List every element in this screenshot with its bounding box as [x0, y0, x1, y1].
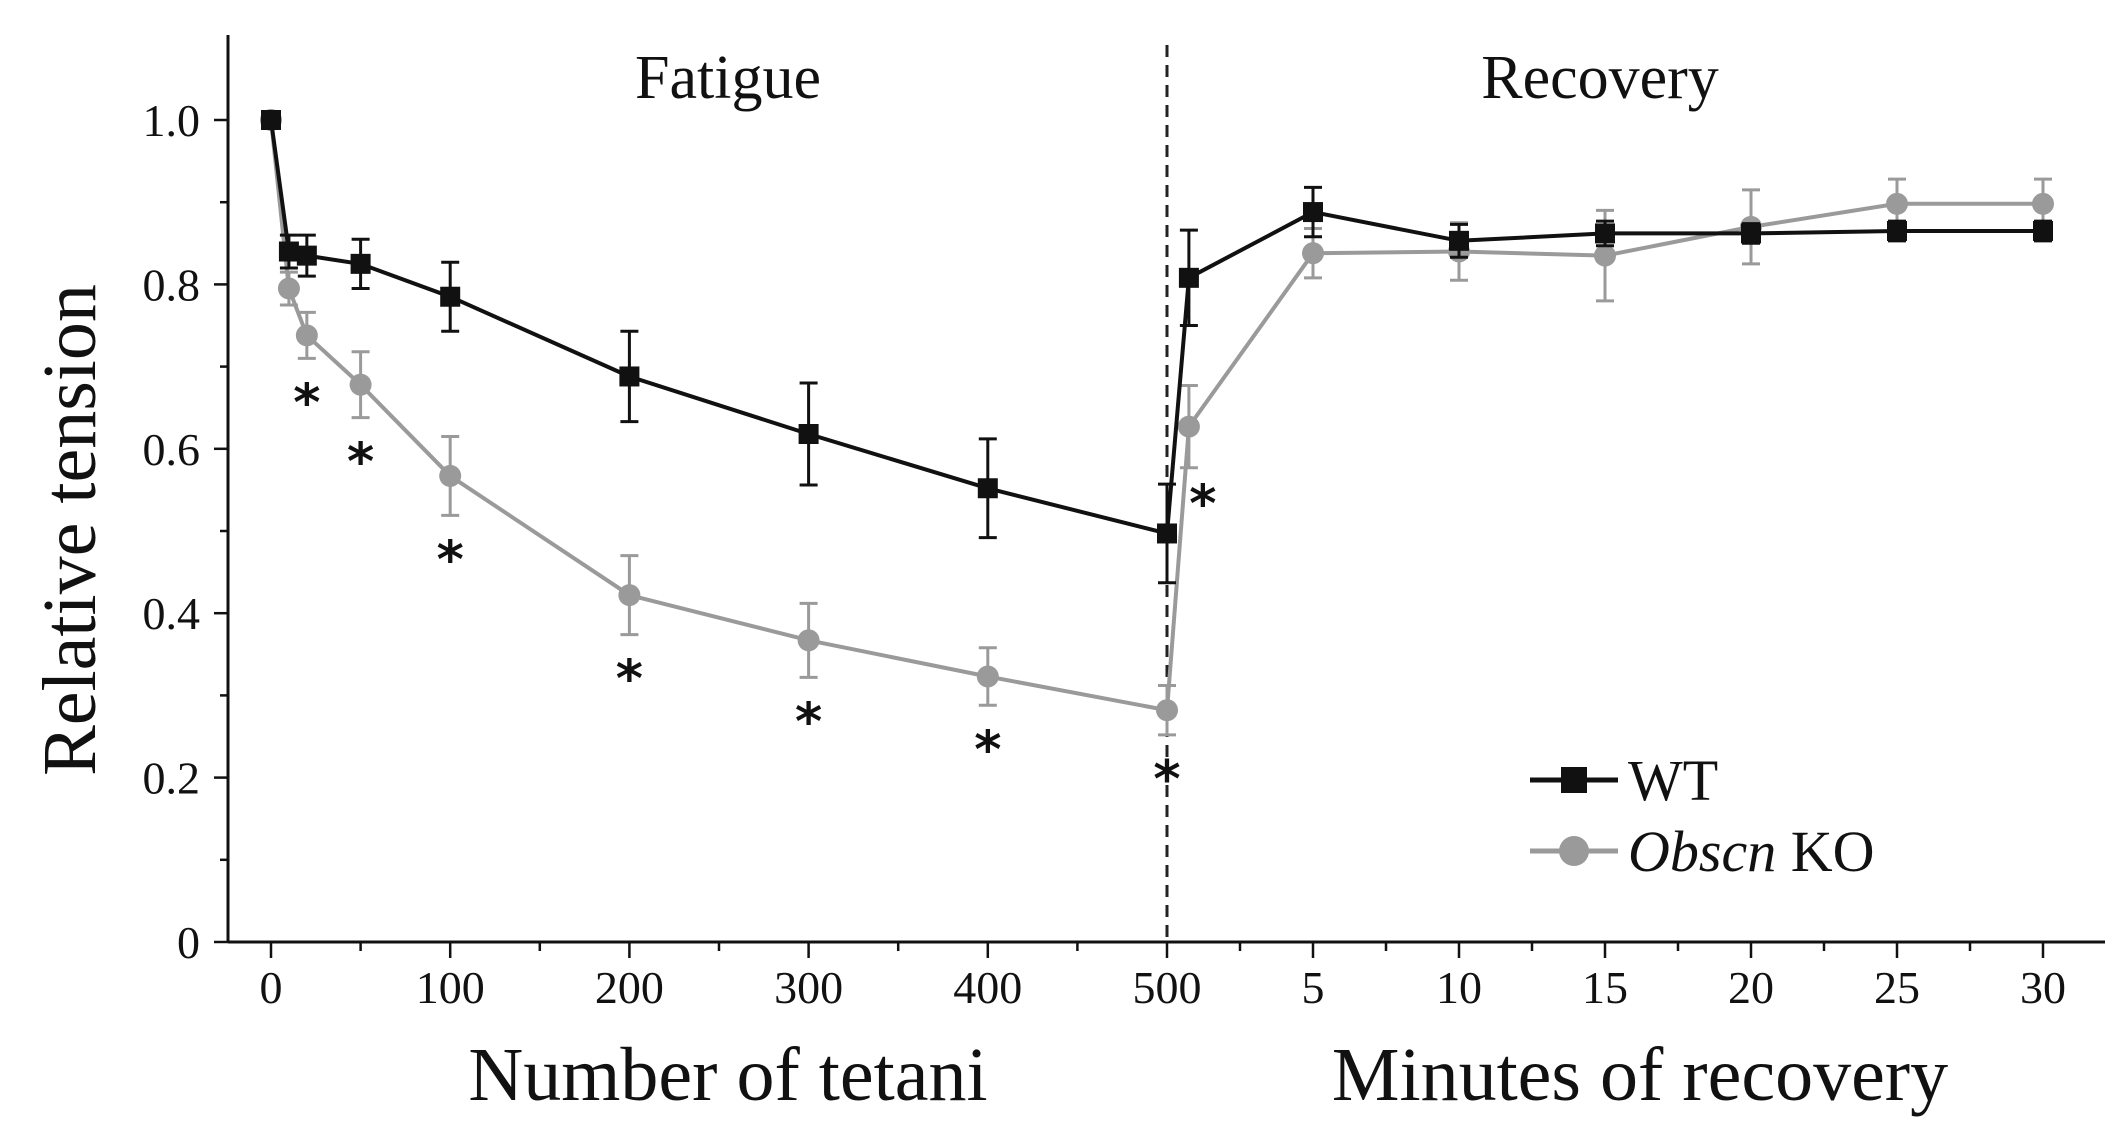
significance-star-1: *	[347, 433, 374, 493]
point-obscn-ko-7	[976, 665, 999, 688]
point-obscn-ko-12	[1594, 244, 1616, 267]
x-tick-label-fatigue-2: 200	[595, 962, 664, 1013]
legend-marker-obscn-ko	[1559, 836, 1589, 866]
series-line-wt	[269, 119, 2043, 537]
significance-star-4: *	[795, 692, 822, 752]
point-wt-9	[1178, 267, 1199, 288]
y-axis-title: Relative tension	[28, 284, 112, 776]
legend: WT Obscn KO	[1530, 748, 1874, 884]
point-wt-0	[261, 110, 281, 130]
x-tick-label-recovery-5: 30	[2020, 962, 2066, 1013]
point-obscn-ko-4	[439, 464, 462, 487]
series-line-obscn-ko	[269, 119, 2043, 713]
point-obscn-ko-3	[349, 373, 372, 396]
point-obscn-ko-6	[797, 629, 820, 652]
point-obscn-ko-10	[1302, 242, 1324, 265]
point-obscn-ko-9	[1177, 415, 1200, 438]
x-tick-label-fatigue-4: 400	[953, 962, 1022, 1013]
significance-star-3: *	[616, 650, 643, 710]
y-tick-label-1: 0.2	[143, 753, 201, 804]
significance-star-2: *	[437, 530, 464, 590]
y-tick-label-3: 0.6	[143, 424, 201, 475]
point-wt-2	[296, 245, 317, 266]
y-ticks: 0 0.2 0.4 0.6 0.8 1.0	[143, 95, 228, 968]
point-obscn-ko-14	[1886, 192, 1908, 215]
legend-label-wt: WT	[1628, 748, 1718, 813]
x-tick-label-recovery-1: 10	[1436, 962, 1482, 1013]
point-wt-11	[1449, 230, 1469, 251]
section-label-fatigue: Fatigue	[635, 44, 821, 112]
point-wt-5	[619, 366, 640, 387]
point-wt-14	[1887, 220, 1907, 241]
y-tick-label-4: 0.8	[143, 259, 201, 310]
point-wt-3	[350, 253, 371, 274]
legend-label-obscn-italic: Obscn	[1628, 819, 1776, 884]
point-wt-13	[1741, 223, 1761, 244]
series-wt	[261, 110, 2053, 585]
point-obscn-ko-1	[277, 277, 300, 300]
legend-label-ko: KO	[1776, 819, 1874, 884]
point-wt-8	[1157, 523, 1177, 544]
x-tick-label-recovery-0: 5	[1302, 962, 1325, 1013]
x-tick-label-fatigue-0: 0	[260, 962, 283, 1013]
y-tick-label-5: 1.0	[143, 95, 201, 146]
x-tick-label-recovery-4: 25	[1874, 962, 1920, 1013]
point-wt-6	[798, 424, 819, 445]
y-tick-label-2: 0.4	[143, 588, 201, 639]
x-tick-label-fatigue-3: 300	[774, 962, 843, 1013]
x-tick-label-fatigue-5: 500	[1133, 962, 1202, 1013]
series-obscn-ko	[260, 109, 2054, 737]
x-ticks: 0 100 200 300 400 500 5 10 15 20 25 30	[260, 942, 2066, 1013]
legend-marker-wt	[1561, 767, 1587, 793]
point-obscn-ko-5	[618, 584, 641, 607]
point-wt-4	[440, 286, 461, 307]
y-tick-label-0: 0	[177, 917, 200, 968]
legend-item-wt: WT	[1530, 748, 1718, 813]
point-wt-7	[977, 478, 998, 499]
point-wt-10	[1303, 202, 1323, 223]
x-axis-title-recovery: Minutes of recovery	[1332, 1033, 1948, 1117]
point-wt-12	[1595, 223, 1615, 244]
legend-label-obscn-ko: Obscn KO	[1628, 819, 1874, 884]
x-axis-title-fatigue: Number of tetani	[468, 1033, 987, 1117]
point-obscn-ko-8	[1156, 699, 1178, 722]
significance-star-6: *	[1153, 750, 1180, 810]
series-layer	[260, 109, 2054, 737]
legend-item-obscn-ko: Obscn KO	[1530, 819, 1874, 884]
point-wt-15	[2033, 220, 2053, 241]
point-obscn-ko-15	[2032, 192, 2054, 215]
significance-markers: * * * * * * * *	[293, 373, 1216, 809]
x-tick-label-fatigue-1: 100	[416, 962, 485, 1013]
x-tick-label-recovery-2: 15	[1582, 962, 1628, 1013]
significance-star-7: *	[1189, 475, 1216, 535]
section-label-recovery: Recovery	[1481, 44, 1719, 112]
x-tick-label-recovery-3: 20	[1728, 962, 1774, 1013]
point-obscn-ko-2	[295, 324, 318, 347]
significance-star-5: *	[974, 720, 1001, 780]
significance-star-0: *	[293, 373, 320, 433]
point-wt-1	[278, 241, 299, 262]
